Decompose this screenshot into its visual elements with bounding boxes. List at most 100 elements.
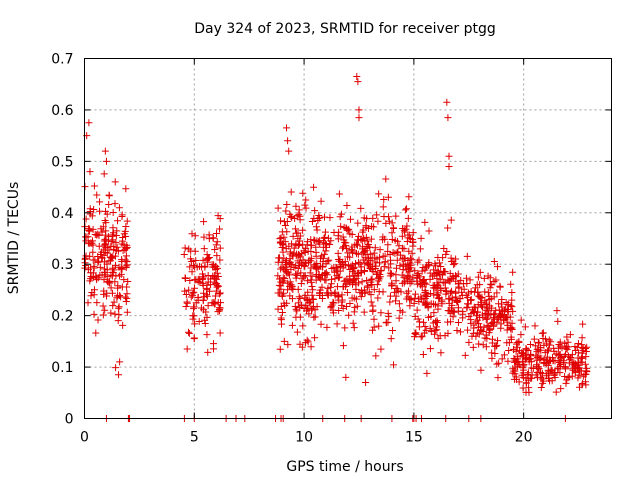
data-point xyxy=(182,303,190,311)
data-point xyxy=(113,243,121,251)
data-point xyxy=(421,301,429,309)
data-point xyxy=(90,291,98,299)
data-point xyxy=(477,366,485,374)
data-point xyxy=(122,262,130,270)
data-point xyxy=(434,269,442,277)
data-point xyxy=(90,182,98,190)
data-point xyxy=(444,318,452,326)
data-point xyxy=(322,269,330,277)
data-point xyxy=(579,345,587,353)
data-point xyxy=(381,252,389,260)
data-point xyxy=(310,303,318,311)
data-point xyxy=(323,323,331,331)
data-point xyxy=(376,253,384,261)
data-point xyxy=(488,349,496,357)
data-point xyxy=(84,299,92,307)
data-point xyxy=(118,283,126,291)
data-point xyxy=(535,339,543,347)
data-point xyxy=(278,309,286,317)
data-point xyxy=(213,238,221,246)
data-point xyxy=(321,233,329,241)
data-point xyxy=(411,267,419,275)
data-point xyxy=(483,304,491,312)
data-point xyxy=(95,242,103,250)
data-point xyxy=(200,245,208,253)
data-point xyxy=(547,338,555,346)
data-point xyxy=(334,293,342,301)
data-point xyxy=(402,225,410,233)
data-point xyxy=(386,269,394,277)
data-point xyxy=(292,305,300,313)
data-point xyxy=(87,239,95,247)
data-point xyxy=(484,323,492,331)
data-point xyxy=(399,266,407,274)
data-point xyxy=(475,340,483,348)
data-point xyxy=(306,269,314,277)
data-point xyxy=(455,280,463,288)
data-point xyxy=(408,256,416,264)
data-point xyxy=(384,241,392,249)
y-tick-label: 0.7 xyxy=(51,52,73,68)
data-point xyxy=(377,345,385,353)
data-point xyxy=(578,381,586,389)
data-point xyxy=(564,352,572,360)
data-point xyxy=(115,204,123,212)
data-point xyxy=(200,233,208,241)
data-point xyxy=(486,284,494,292)
data-point xyxy=(110,243,118,251)
data-point xyxy=(500,351,508,359)
data-point xyxy=(293,307,301,315)
data-point xyxy=(280,254,288,262)
data-point xyxy=(390,224,398,232)
data-point xyxy=(417,281,425,289)
data-point xyxy=(329,298,337,306)
data-point xyxy=(354,250,362,258)
data-point xyxy=(387,260,395,268)
data-point xyxy=(184,328,192,336)
data-point xyxy=(284,341,292,349)
data-point xyxy=(558,353,566,361)
data-point xyxy=(96,263,104,271)
data-point xyxy=(214,212,222,220)
data-point xyxy=(295,251,303,259)
data-point xyxy=(446,269,454,277)
data-point xyxy=(412,330,420,338)
data-point xyxy=(409,238,417,246)
data-point xyxy=(81,259,89,267)
data-point xyxy=(316,286,324,294)
data-point xyxy=(346,230,354,238)
data-point xyxy=(443,98,451,106)
data-point xyxy=(370,249,378,257)
data-point xyxy=(477,301,485,309)
data-point xyxy=(491,350,499,358)
data-point xyxy=(296,295,304,303)
data-point xyxy=(385,213,393,221)
data-point xyxy=(548,354,556,362)
data-point xyxy=(333,320,341,328)
data-point xyxy=(363,277,371,285)
data-point xyxy=(401,277,409,285)
data-point xyxy=(338,291,346,299)
data-point xyxy=(343,201,351,209)
x-tick-label: 15 xyxy=(405,430,423,446)
data-point xyxy=(201,263,209,271)
data-point xyxy=(430,284,438,292)
data-point xyxy=(344,277,352,285)
data-point xyxy=(508,324,516,332)
data-point xyxy=(581,378,589,386)
data-point xyxy=(276,345,284,353)
data-point xyxy=(188,268,196,276)
data-point xyxy=(340,223,348,231)
data-point xyxy=(191,247,199,255)
data-point xyxy=(115,371,123,379)
data-point xyxy=(293,328,301,336)
data-point xyxy=(305,259,313,267)
data-point xyxy=(556,369,564,377)
data-point xyxy=(508,296,516,304)
data-point xyxy=(581,370,589,378)
data-point xyxy=(316,289,324,297)
data-point xyxy=(367,298,375,306)
data-point xyxy=(350,324,358,332)
data-point xyxy=(474,288,482,296)
data-point xyxy=(522,374,530,382)
